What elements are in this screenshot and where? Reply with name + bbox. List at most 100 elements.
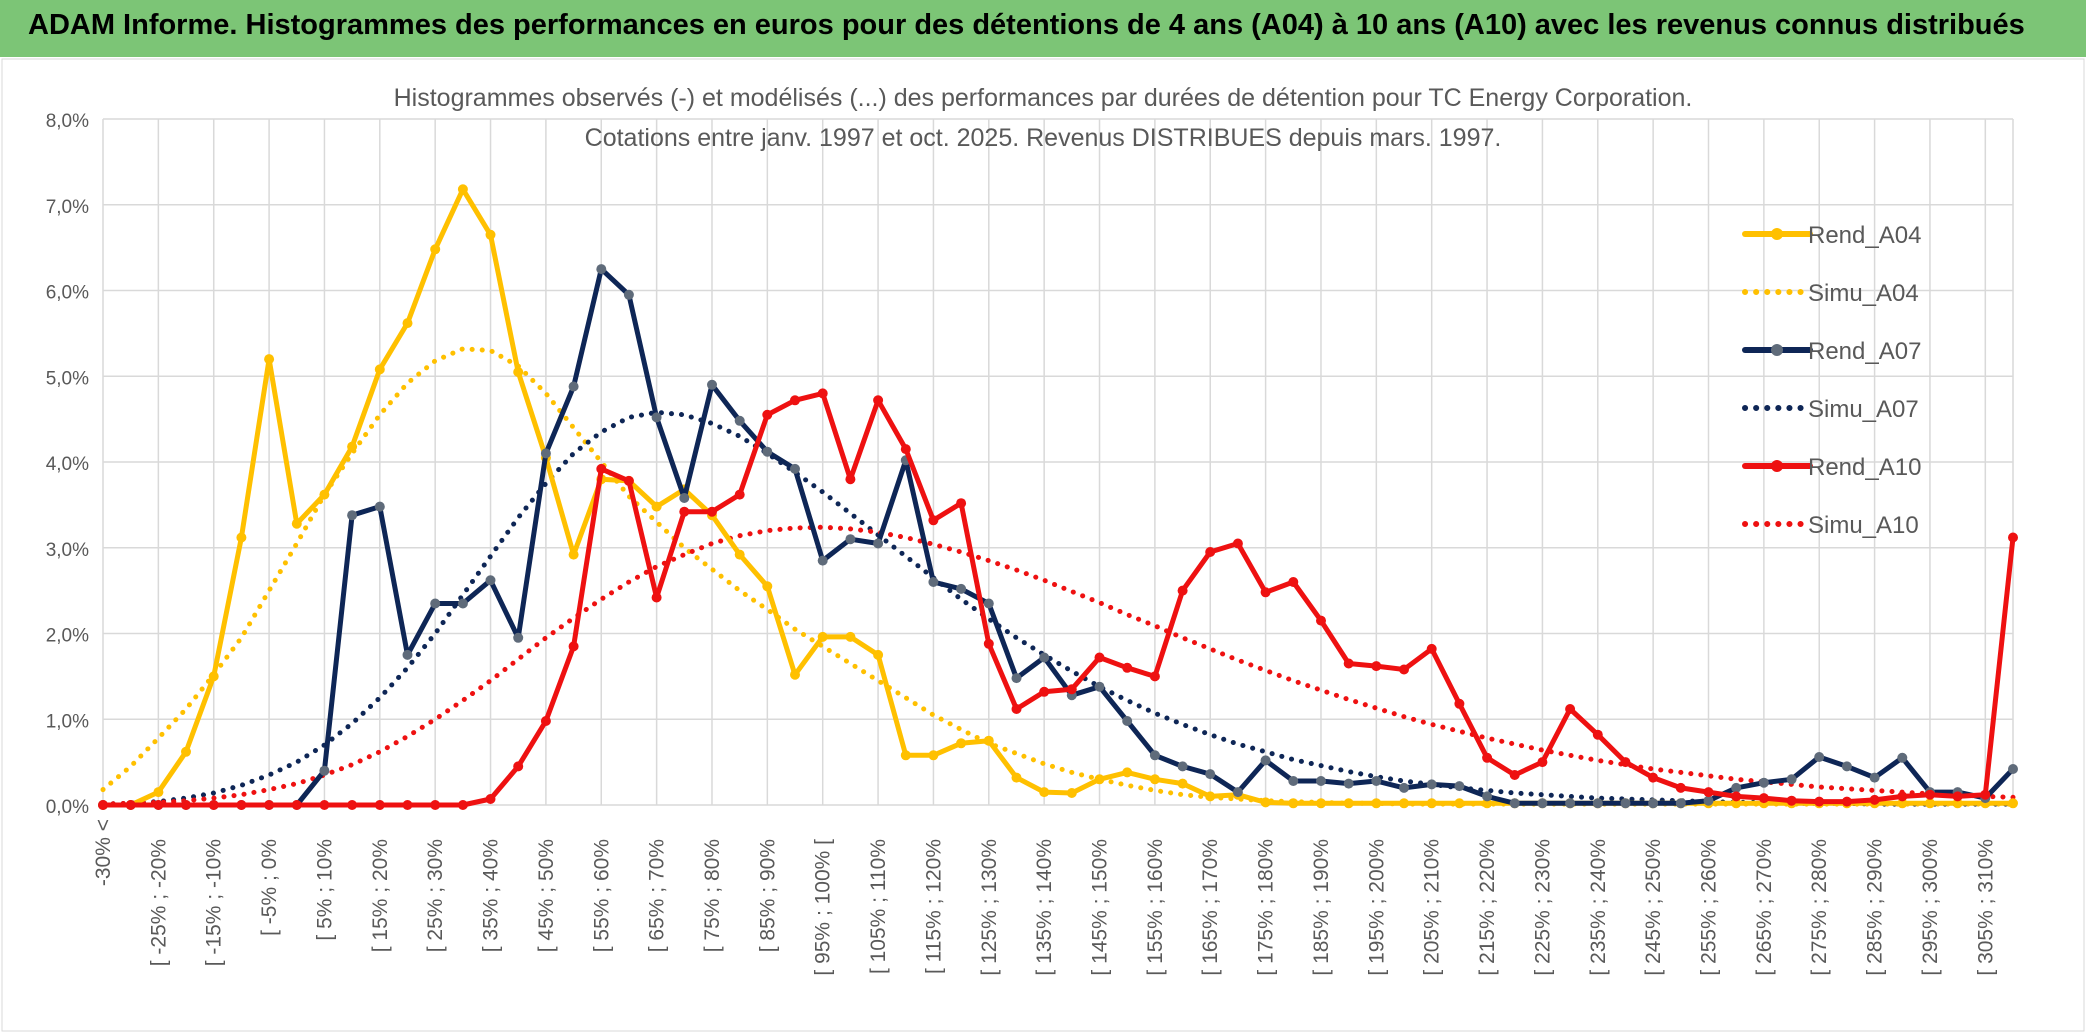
data-point-rend_a07 bbox=[1232, 787, 1243, 798]
data-point-rend_a10 bbox=[762, 409, 773, 420]
data-point-rend_a04 bbox=[845, 631, 856, 642]
data-point-rend_a10 bbox=[928, 515, 939, 526]
data-point-rend_a07 bbox=[1260, 755, 1271, 766]
y-tick-label: 0,0% bbox=[46, 797, 89, 818]
data-point-rend_a10 bbox=[1371, 661, 1382, 672]
chart-area: 0,0% 1,0% 2,0% 3,0% 4,0% 5,0% 6,0% 7,0% 8,0% -30%… bbox=[0, 57, 2086, 1033]
data-point-rend_a07 bbox=[1703, 795, 1714, 806]
data-point-rend_a10 bbox=[651, 592, 662, 603]
data-point-rend_a10 bbox=[1288, 577, 1299, 587]
legend-label: Simu_A07 bbox=[1808, 396, 1919, 423]
data-point-rend_a10 bbox=[374, 800, 385, 810]
x-tick-label: [ 295% ; 300% bbox=[1919, 839, 1942, 976]
data-point-rend_a04 bbox=[430, 244, 441, 255]
data-point-rend_a04 bbox=[928, 750, 939, 761]
data-point-rend_a07 bbox=[845, 534, 856, 545]
data-point-rend_a10 bbox=[1869, 794, 1880, 805]
data-point-rend_a04 bbox=[1952, 798, 1963, 809]
data-point-rend_a10 bbox=[707, 506, 717, 517]
data-point-rend_a07 bbox=[1399, 782, 1409, 793]
x-tick-label: [ 225% ; 230% bbox=[1531, 839, 1554, 976]
data-point-rend_a07 bbox=[1205, 769, 1216, 780]
data-point-rend_a10 bbox=[1399, 664, 1409, 675]
data-point-rend_a10 bbox=[1620, 757, 1631, 768]
data-point-rend_a07 bbox=[873, 538, 884, 549]
data-point-rend_a07 bbox=[956, 583, 967, 594]
data-point-rend_a04 bbox=[319, 489, 330, 500]
data-point-rend_a10 bbox=[845, 474, 856, 485]
x-tick-label: [ 235% ; 240% bbox=[1587, 839, 1610, 976]
data-point-rend_a04 bbox=[900, 750, 911, 761]
data-point-rend_a07 bbox=[347, 510, 358, 521]
x-tick-label: [ 145% ; 150% bbox=[1089, 839, 1112, 976]
data-point-rend_a07 bbox=[1869, 772, 1880, 783]
series-line-simu_a04 bbox=[100, 346, 2016, 807]
data-point-rend_a10 bbox=[1011, 704, 1022, 714]
data-point-rend_a04 bbox=[1371, 798, 1382, 809]
data-point-rend_a04 bbox=[790, 669, 800, 680]
x-tick-label: [ 125% ; 130% bbox=[978, 839, 1001, 976]
x-tick-label: -30% < bbox=[92, 819, 115, 886]
data-point-rend_a07 bbox=[734, 415, 745, 426]
data-point-rend_a07 bbox=[1343, 778, 1354, 789]
data-point-rend_a07 bbox=[540, 448, 551, 459]
x-tick-label: [ 5% ; 10% bbox=[313, 839, 336, 941]
data-point-rend_a10 bbox=[623, 475, 634, 486]
data-point-rend_a04 bbox=[264, 354, 275, 365]
data-point-rend_a07 bbox=[651, 412, 662, 423]
data-point-rend_a07 bbox=[1620, 798, 1631, 809]
data-point-rend_a10 bbox=[264, 800, 275, 810]
data-point-rend_a10 bbox=[347, 800, 358, 810]
x-tick-label: [ 185% ; 190% bbox=[1310, 839, 1333, 976]
data-point-rend_a10 bbox=[734, 489, 745, 500]
x-tick-label: [ -15% ; -10% bbox=[203, 839, 226, 966]
data-point-rend_a10 bbox=[1260, 587, 1271, 598]
data-point-rend_a04 bbox=[956, 738, 967, 749]
x-tick-label: [ 215% ; 220% bbox=[1476, 839, 1499, 976]
data-point-rend_a04 bbox=[485, 229, 496, 240]
data-point-rend_a04 bbox=[181, 746, 191, 757]
x-tick-label: [ 105% ; 110% bbox=[867, 839, 890, 974]
data-point-rend_a07 bbox=[485, 575, 496, 586]
data-point-rend_a07 bbox=[817, 555, 828, 566]
data-point-rend_a07 bbox=[983, 598, 994, 609]
data-point-rend_a10 bbox=[1066, 684, 1077, 695]
data-point-rend_a10 bbox=[540, 716, 551, 726]
data-point-rend_a10 bbox=[1925, 789, 1935, 800]
chart-subtitle: Cotations entre janv. 1997 et oct. 2025.… bbox=[584, 124, 1502, 152]
data-point-rend_a07 bbox=[1675, 798, 1686, 809]
data-point-rend_a10 bbox=[790, 395, 800, 406]
data-point-rend_a04 bbox=[402, 318, 413, 329]
data-point-rend_a10 bbox=[1565, 704, 1576, 714]
data-point-rend_a04 bbox=[1094, 774, 1105, 785]
data-point-rend_a07 bbox=[568, 381, 579, 392]
data-point-rend_a04 bbox=[1897, 798, 1908, 809]
data-point-rend_a10 bbox=[1786, 795, 1797, 806]
data-point-rend_a04 bbox=[236, 532, 247, 543]
data-point-rend_a07 bbox=[1814, 752, 1825, 762]
data-point-rend_a07 bbox=[513, 632, 524, 643]
data-point-rend_a07 bbox=[430, 598, 441, 609]
data-point-rend_a10 bbox=[1537, 757, 1548, 768]
data-point-rend_a07 bbox=[623, 289, 634, 300]
data-point-rend_a10 bbox=[485, 794, 496, 804]
data-point-rend_a07 bbox=[1897, 752, 1908, 763]
legend-label: Simu_A04 bbox=[1808, 280, 1919, 307]
legend-marker bbox=[1771, 460, 1783, 472]
data-point-rend_a07 bbox=[596, 264, 607, 275]
x-tick-label: [ 245% ; 250% bbox=[1642, 839, 1665, 976]
data-point-rend_a07 bbox=[679, 493, 690, 503]
data-point-rend_a04 bbox=[1260, 797, 1271, 808]
data-point-rend_a04 bbox=[1925, 798, 1935, 809]
data-point-rend_a10 bbox=[1841, 796, 1852, 807]
x-tick-label: [ 305% ; 310% bbox=[1974, 839, 1997, 976]
data-point-rend_a04 bbox=[1177, 778, 1188, 789]
data-point-rend_a10 bbox=[236, 800, 247, 810]
data-point-rend_a10 bbox=[1731, 791, 1742, 802]
x-tick-label: [ 45% ; 50% bbox=[535, 839, 558, 952]
data-point-rend_a07 bbox=[1316, 776, 1326, 786]
data-point-rend_a07 bbox=[374, 501, 385, 512]
data-point-rend_a10 bbox=[402, 800, 413, 810]
data-point-rend_a04 bbox=[1122, 767, 1133, 778]
data-point-rend_a10 bbox=[679, 506, 690, 517]
